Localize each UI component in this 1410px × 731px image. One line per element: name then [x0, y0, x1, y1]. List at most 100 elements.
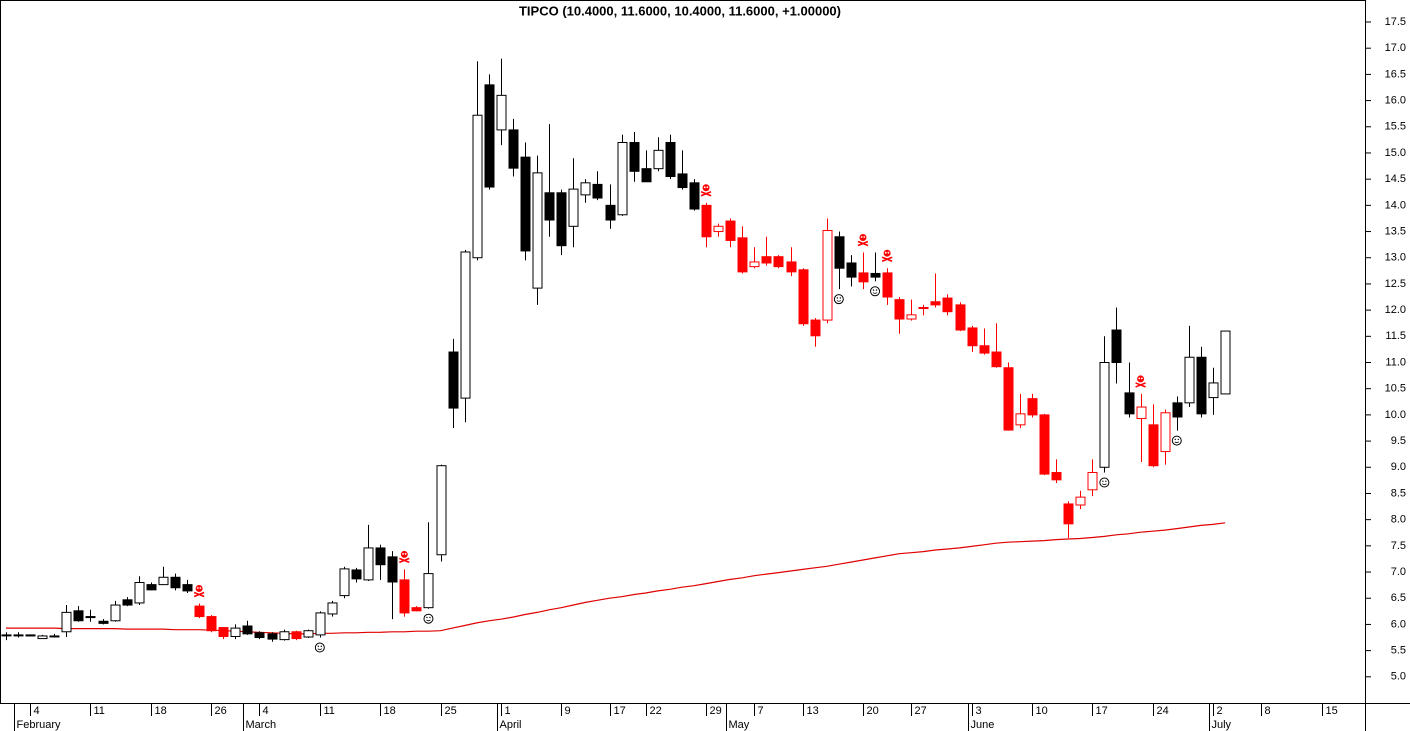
smiley-marker: [1171, 435, 1182, 446]
y-tick-label: 15.0: [1385, 147, 1406, 159]
candle-body: [532, 172, 543, 289]
y-tick-label: 9.5: [1391, 435, 1406, 447]
candle-body: [967, 327, 978, 347]
month-label: July: [1212, 719, 1232, 731]
candle-body: [701, 204, 712, 238]
y-tick-label: 12.5: [1385, 278, 1406, 290]
x-tick-label: 15: [1326, 705, 1338, 717]
candle-body: [749, 261, 760, 268]
x-tick-label: 13: [807, 705, 819, 717]
candle-body: [665, 141, 676, 178]
candle-body: [267, 633, 278, 640]
y-tick-label: 13.5: [1385, 225, 1406, 237]
candle-body: [1087, 472, 1098, 491]
y-tick-label: 11.5: [1385, 330, 1406, 342]
y-tick-label: 10.5: [1385, 383, 1406, 395]
candle-body: [1, 634, 12, 637]
y-tick-label: 9.0: [1391, 461, 1406, 473]
y-tick-label: 8.5: [1391, 487, 1406, 499]
candle-body: [1075, 496, 1086, 506]
month-label: April: [500, 719, 522, 731]
y-tick-label: 15.5: [1385, 121, 1406, 133]
y-tick-label: 16.5: [1385, 68, 1406, 80]
candle-body: [411, 607, 422, 612]
x-tick-label: 24: [1157, 705, 1169, 717]
candle-body: [605, 204, 616, 221]
candle-body: [13, 634, 24, 637]
x-tick-label: 29: [710, 705, 722, 717]
skull-marker: [881, 249, 893, 262]
candle-body: [955, 304, 966, 331]
y-tick-label: 8.0: [1391, 514, 1406, 526]
y-tick-label: 10.0: [1385, 409, 1406, 421]
candle-body: [194, 605, 205, 618]
candle-body: [122, 599, 133, 606]
candle-body: [786, 261, 797, 273]
candle-body: [206, 616, 217, 632]
skull-marker: [399, 550, 410, 564]
candle-body: [73, 610, 84, 622]
candle-body: [713, 225, 724, 233]
candle-body: [991, 351, 1002, 368]
candle-body: [375, 547, 386, 566]
y-tick-label: 12.0: [1385, 304, 1406, 316]
smiley-marker: [1099, 477, 1110, 488]
x-tick-label: 26: [215, 705, 227, 717]
smiley-marker: [833, 294, 844, 305]
x-tick-label: 7: [758, 705, 764, 717]
candle-body: [110, 604, 121, 622]
month-label: June: [971, 719, 995, 731]
candle-body: [1051, 472, 1062, 481]
candle-body: [423, 573, 434, 609]
candle-body: [870, 272, 881, 278]
candle-body: [242, 625, 253, 635]
skull-marker: [700, 184, 712, 197]
candle-body: [1160, 412, 1171, 453]
candle-body: [629, 141, 640, 172]
y-tick-label: 5.0: [1391, 671, 1406, 683]
candle-body: [254, 632, 265, 639]
month-label: March: [246, 719, 277, 731]
candle-body: [25, 634, 36, 637]
x-tick-label: 27: [915, 705, 927, 717]
x-tick-label: 11: [324, 705, 335, 717]
chart-title: TIPCO (10.4000, 11.6000, 10.4000, 11.600…: [519, 3, 841, 18]
x-tick-label: 17: [1096, 705, 1108, 717]
candle-body: [918, 306, 929, 310]
candle-body: [1099, 362, 1110, 468]
candle-body: [339, 568, 350, 597]
y-tick-label: 11.0: [1385, 356, 1406, 368]
candle-body: [942, 297, 953, 313]
month-label: February: [17, 719, 62, 731]
candle-body: [279, 631, 290, 641]
candle-body: [387, 556, 398, 583]
candle-body: [641, 168, 652, 183]
candle-body: [146, 584, 157, 591]
x-tick-label: 20: [867, 705, 879, 717]
candle-body: [1208, 382, 1219, 399]
candle-body: [37, 635, 48, 640]
candle-body: [858, 272, 869, 283]
skull-marker: [857, 233, 869, 247]
y-tick-label: 14.0: [1385, 199, 1406, 211]
y-tick-label: 17.5: [1385, 16, 1406, 28]
candle-body: [49, 635, 60, 638]
candle-body: [1124, 392, 1135, 415]
x-tick-label: 3: [976, 705, 982, 717]
x-tick-label: 22: [650, 705, 662, 717]
candle-body: [1148, 424, 1159, 467]
x-tick-label: 2: [1217, 705, 1223, 717]
y-tick-label: 16.0: [1385, 94, 1406, 106]
x-tick-label: 4: [34, 705, 40, 717]
candle-body: [544, 192, 555, 221]
x-tick-label: 18: [155, 705, 167, 717]
y-tick-label: 13.0: [1385, 252, 1406, 264]
candle-body: [315, 612, 326, 636]
candle-body: [1111, 329, 1122, 364]
y-tick-label: 5.5: [1391, 645, 1406, 657]
candle-body: [810, 319, 821, 337]
candle-body: [568, 188, 579, 227]
x-tick-label: 1: [505, 705, 511, 717]
candle-body: [460, 251, 471, 399]
